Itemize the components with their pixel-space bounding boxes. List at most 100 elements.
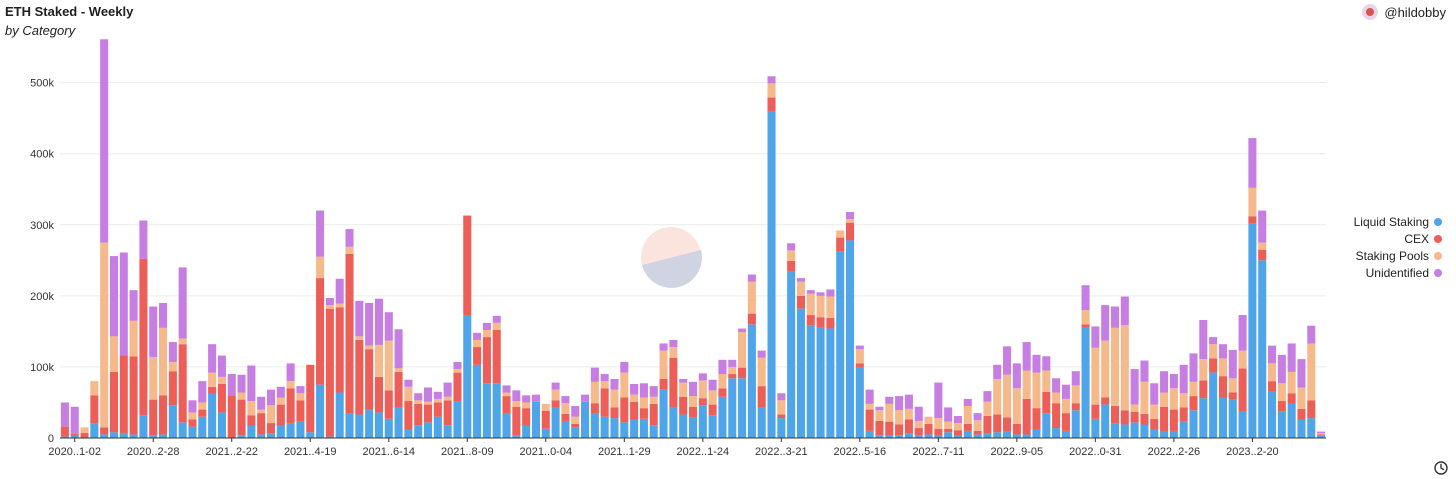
bar-segment [384,312,393,341]
bar-segment [316,210,325,257]
bar-segment [934,418,943,429]
clock-icon[interactable] [1434,461,1448,475]
bar-segment [747,274,756,282]
bar-segment [208,372,217,387]
bar-segment [1317,431,1326,434]
bar-segment [522,425,531,438]
bar-segment [433,391,442,399]
bar-segment [1150,429,1159,438]
bar-segment [659,343,668,351]
bar-segment [590,381,599,404]
bar-segment [217,383,226,413]
bar-segment [247,415,256,426]
bar-segment [1022,370,1031,399]
bar-segment [1091,404,1100,419]
bar-segment [1120,296,1129,325]
bar-segment [119,355,128,434]
bar-segment [345,413,354,438]
bar-segment [492,329,501,384]
bar-segment [394,329,403,369]
bar-segment [806,290,815,294]
bar-segment [1091,418,1100,438]
bar-segment [404,379,413,387]
bar-segment [630,383,639,395]
bar-segment [355,336,364,340]
bar-segment [443,396,452,401]
bar-segment [590,403,599,414]
bar-segment [1003,431,1012,438]
bar-segment [796,295,805,309]
bar-segment [639,397,648,409]
bar-segment [738,328,747,333]
bar-segment [885,403,894,422]
author-badge[interactable]: @hildobby [1362,4,1446,20]
bar-segment [914,420,923,429]
bar-segment [443,400,452,426]
y-tick-label: 500k [30,78,54,90]
bar-segment [688,381,698,397]
bar-segment [1267,381,1277,392]
bar-segment [394,368,403,372]
bar-segment [826,317,835,329]
bar-segment [316,384,325,438]
bar-segment [1258,249,1267,261]
bar-segment [708,404,717,416]
bar-segment [276,386,285,398]
bar-segment [119,433,128,438]
bar-segment [178,422,187,438]
bar-segment [247,425,256,438]
bar-segment [1110,423,1120,438]
bar-segment [1199,359,1208,381]
legend-swatch [1434,218,1442,226]
bar-segment [1248,187,1257,217]
bar-segment [139,258,148,416]
x-tick-label: 2021..0-04 [519,446,572,458]
bar-segment [365,409,374,438]
chart-title: ETH Staked - Weekly [5,4,134,19]
bar-segment [944,428,953,433]
bar-segment [855,345,864,350]
bar-segment [777,418,786,438]
bar-segment [1258,242,1267,250]
bar-segment [257,396,266,410]
bar-segment [944,407,953,422]
x-tick-label: 2020..2-28 [127,446,180,458]
bar-segment [1209,358,1218,373]
bar-segment [306,432,315,438]
bar-segment [1061,384,1070,399]
bar-segment [904,419,913,434]
bar-segment [522,408,531,426]
bar-segment [443,425,452,438]
bar-segment [708,379,717,391]
bar-segment [1189,353,1198,382]
bar-segment [1277,354,1286,384]
bar-segment [394,371,403,408]
bar-segment [983,391,992,402]
bar-segment [325,297,334,306]
bar-segment [1150,418,1159,430]
bar-segment [1022,342,1031,371]
bar-segment [522,395,531,403]
bar-segment [885,396,894,404]
bar-segment [806,293,815,316]
bar-segment [1218,358,1227,377]
x-tick-label: 2022..1-24 [677,446,730,458]
bar-segment [70,433,79,436]
bar-segment [895,410,904,425]
bar-segment [747,313,756,325]
bar-segment [698,405,707,438]
bar-segment [924,434,933,438]
bar-segment [90,395,99,424]
bar-segment [365,302,374,346]
bar-segment [1032,354,1041,373]
bar-segment [60,402,69,427]
bar-segment [963,423,972,431]
bar-segment [767,111,776,439]
bar-segment [1003,346,1012,375]
bar-segment [188,419,197,427]
bar-segment [639,383,648,398]
bar-segment [728,359,737,367]
bar-segment [777,414,786,419]
bar-segment [904,433,913,438]
